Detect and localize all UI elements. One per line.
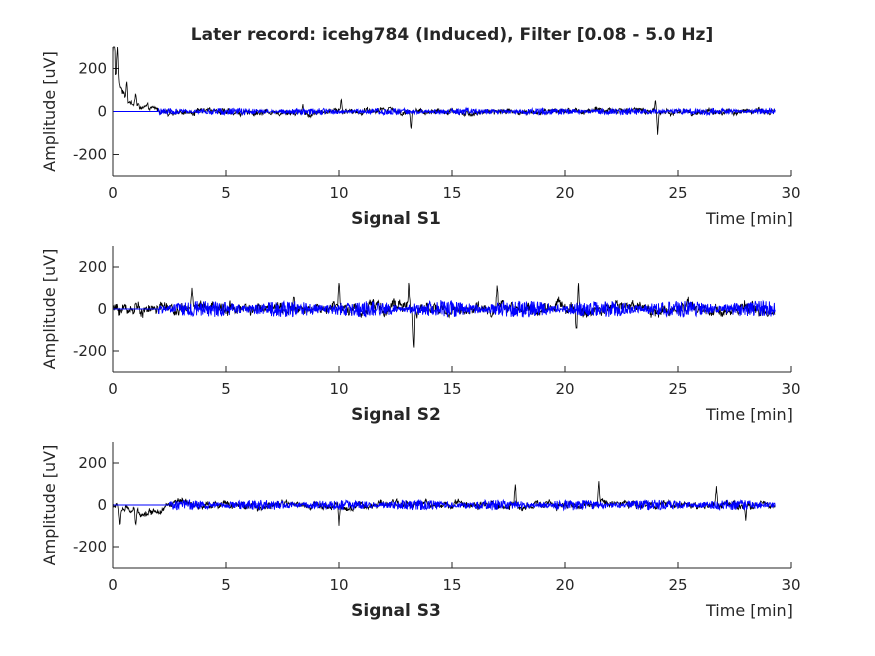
x-tick-label: 0	[108, 184, 118, 202]
x-tick-label: 15	[442, 576, 461, 594]
x-axis-label: Time [min]	[705, 405, 793, 424]
x-tick-label: 25	[668, 184, 687, 202]
x-tick-label: 20	[555, 184, 574, 202]
y-axis-label: Amplitude [uV]	[40, 445, 59, 566]
x-tick-label: 15	[442, 380, 461, 398]
panel-signal-s2: -200 0 200 0 5 10 15 20 25 30 Amplitude [uV] Signal…	[40, 246, 801, 425]
y-tick-label: 0	[97, 103, 107, 121]
series-raw-line	[112, 481, 776, 526]
x-tick-label: 10	[329, 184, 348, 202]
x-tick-label: 5	[221, 576, 231, 594]
y-tick-label: 200	[78, 454, 107, 472]
series-raw-line	[112, 46, 776, 135]
x-axis-label: Time [min]	[705, 601, 793, 620]
panel-label: Signal S2	[351, 405, 441, 425]
x-tick-label: 0	[108, 380, 118, 398]
x-tick-label: 10	[329, 576, 348, 594]
x-tick-label: 20	[555, 576, 574, 594]
x-tick-label: 20	[555, 380, 574, 398]
panel-label: Signal S3	[351, 601, 441, 621]
panel-signal-s3: -200 0 200 0 5 10 15 20 25 30 Amplitude [uV] Signal…	[40, 442, 801, 621]
x-tick-label: 30	[781, 576, 800, 594]
x-tick-label: 25	[668, 380, 687, 398]
series-filtered-line	[113, 299, 776, 318]
x-tick-label: 0	[108, 576, 118, 594]
x-tick-label: 15	[442, 184, 461, 202]
x-tick-label: 30	[781, 184, 800, 202]
x-tick-label: 25	[668, 576, 687, 594]
y-tick-label: -200	[73, 538, 107, 556]
x-tick-label: 10	[329, 380, 348, 398]
series-filtered-line	[113, 498, 776, 512]
panel-label: Signal S1	[351, 209, 441, 229]
x-axis-label: Time [min]	[705, 209, 793, 228]
series-filtered-line	[113, 106, 776, 117]
x-tick-label: 5	[221, 184, 231, 202]
panel-signal-s1: -200 0 200 0 5 10 15 20 25 30 Amplitude [uV] Signal…	[40, 46, 801, 229]
y-tick-label: -200	[73, 146, 107, 164]
figure-title: Later record: icehg784 (Induced), Filter…	[191, 25, 713, 45]
y-axis-label: Amplitude [uV]	[40, 249, 59, 370]
x-tick-label: 5	[221, 380, 231, 398]
y-tick-label: 200	[78, 60, 107, 78]
y-tick-label: 200	[78, 258, 107, 276]
y-tick-label: 0	[97, 300, 107, 318]
y-tick-label: 0	[97, 496, 107, 514]
x-tick-label: 30	[781, 380, 800, 398]
y-tick-label: -200	[73, 342, 107, 360]
y-axis-label: Amplitude [uV]	[40, 51, 59, 172]
